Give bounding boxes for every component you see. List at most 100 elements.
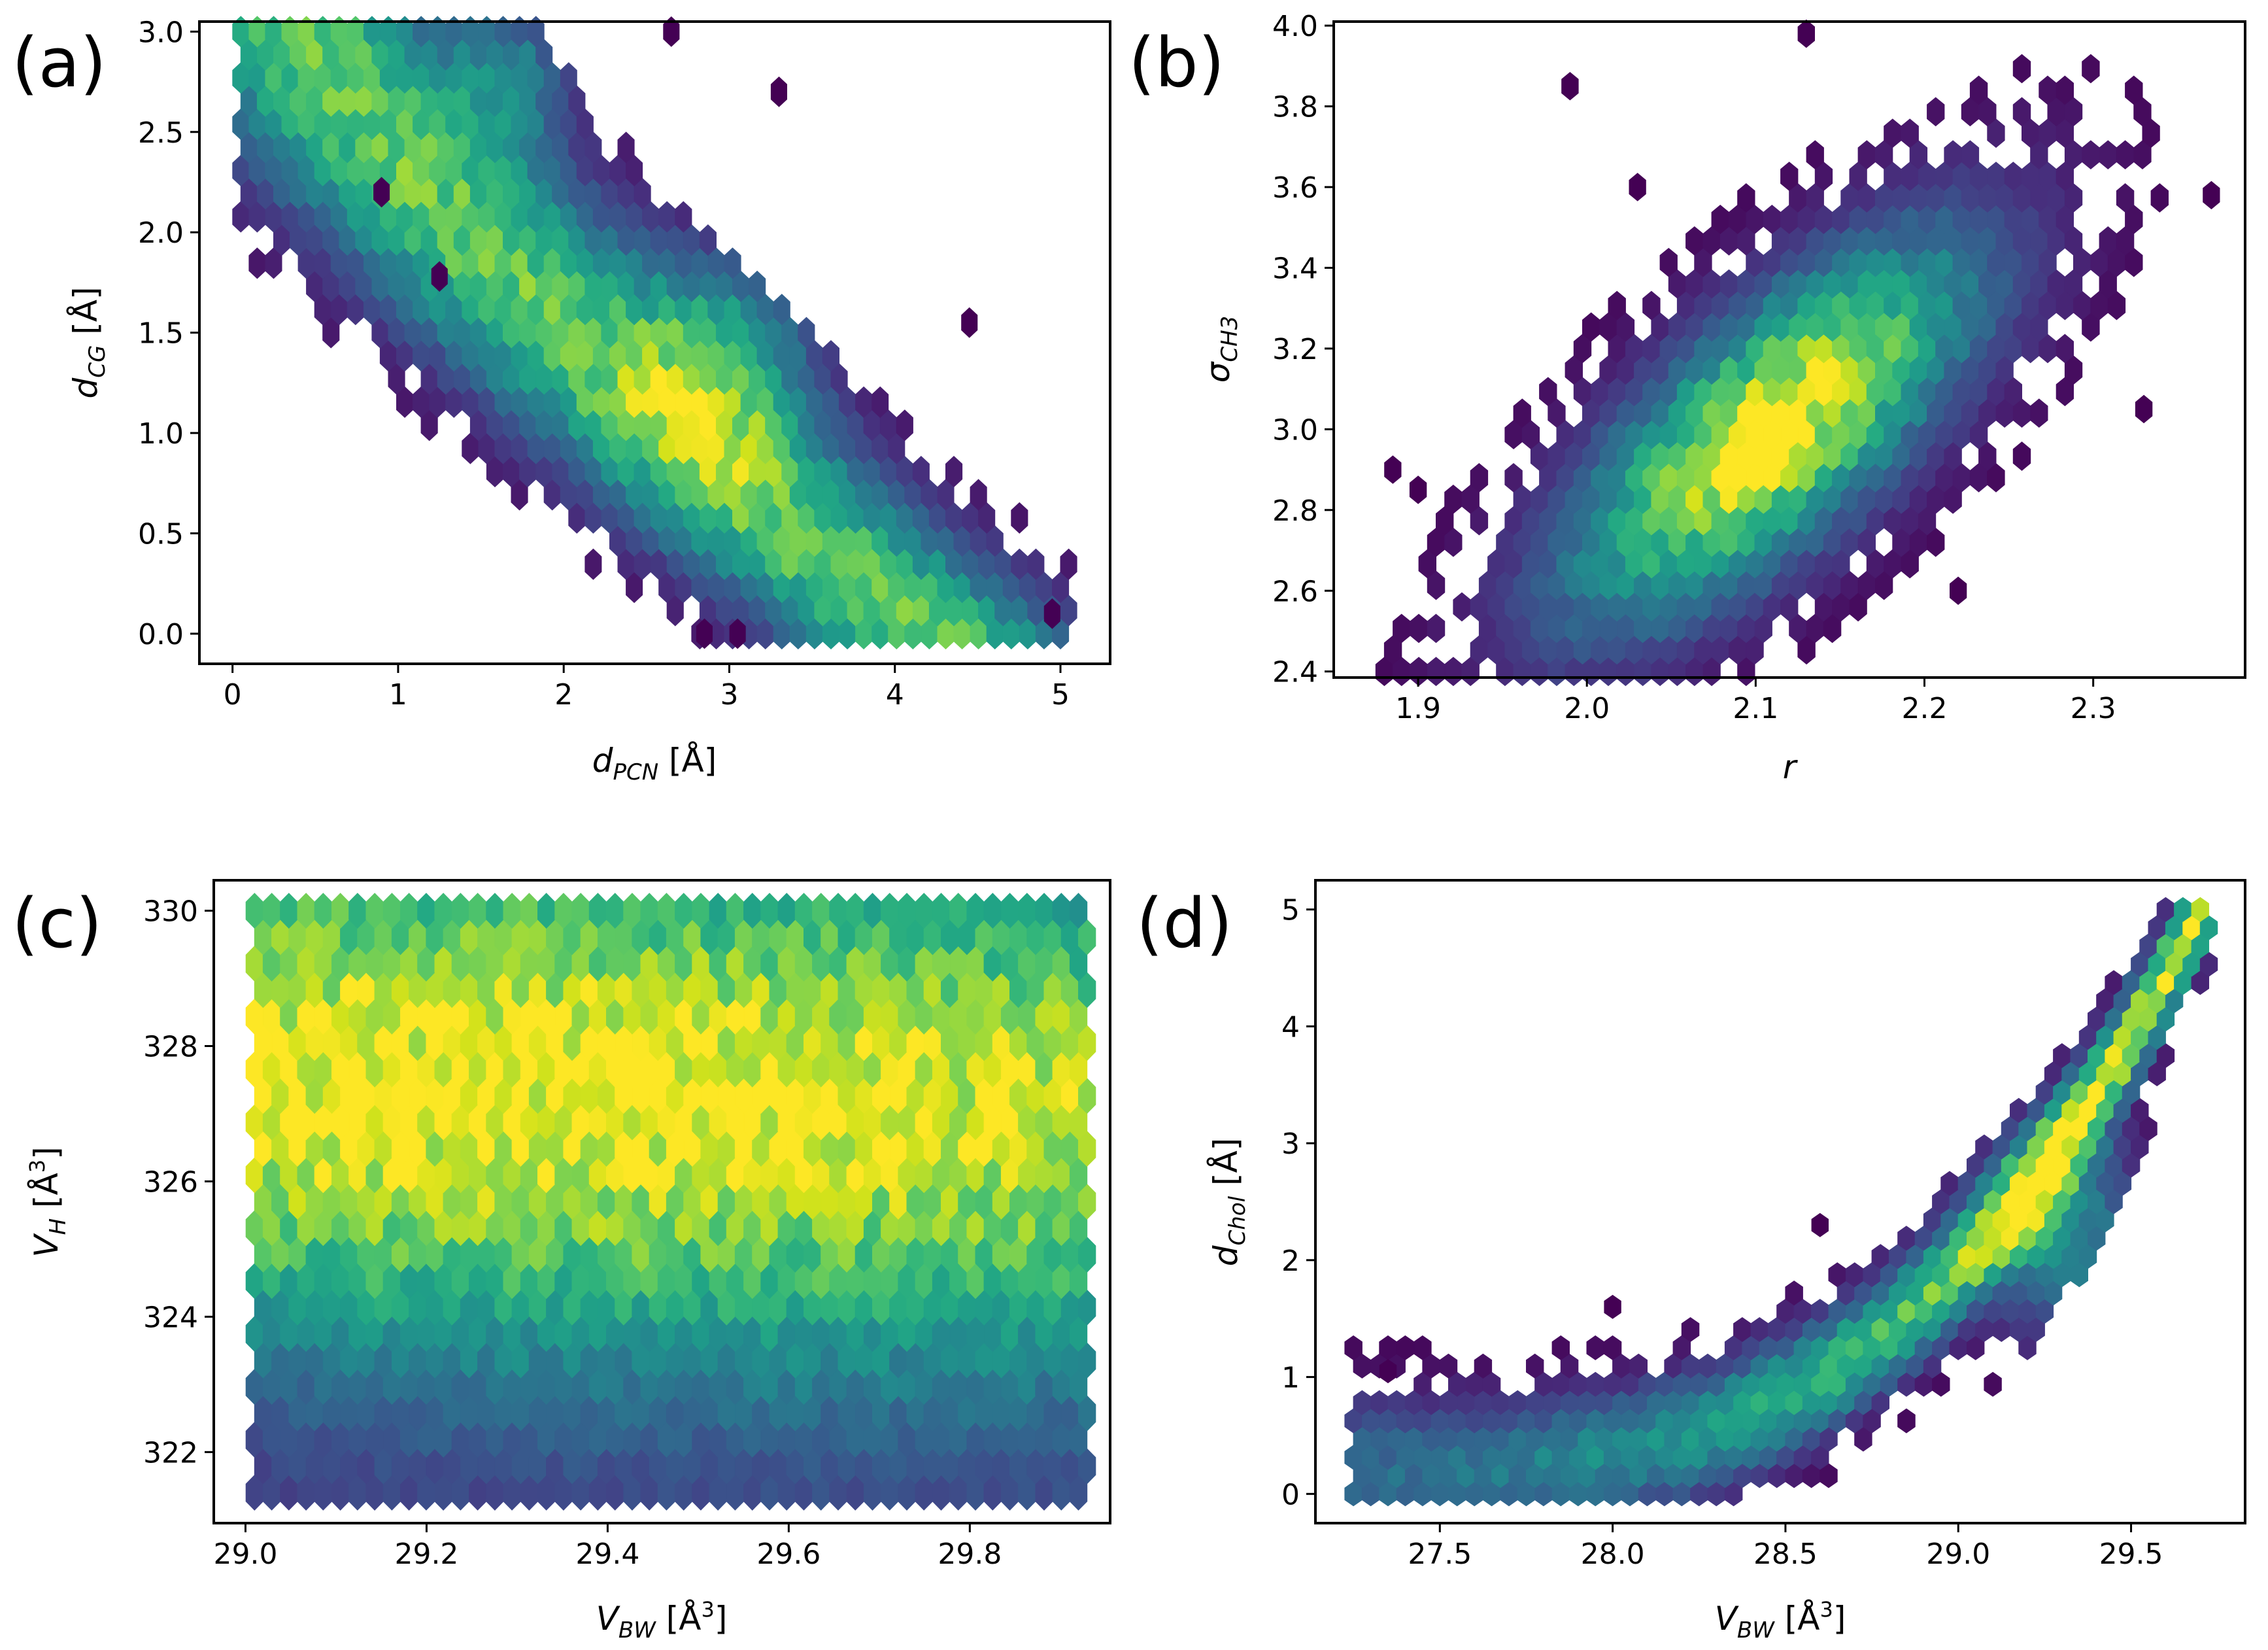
- hexbin-cell: [1780, 162, 1799, 191]
- hexbin-cell: [1961, 140, 1980, 170]
- hexbin-cell: [1642, 290, 1661, 320]
- hexbin-cell: [1901, 118, 1919, 148]
- panel-b-xlabel: r: [1783, 748, 1799, 786]
- y-tick-label: 3.0: [138, 16, 184, 49]
- hexbin-cell: [2116, 183, 2135, 213]
- x-tick-label: 2.0: [1564, 692, 1610, 725]
- hexbin-cell: [872, 386, 889, 418]
- hexbin-outlier: [1811, 1212, 1829, 1237]
- y-tick-label: 0.5: [138, 518, 184, 551]
- hexbin-cell: [560, 62, 577, 94]
- y-tick-label: 1: [1281, 1362, 1300, 1395]
- y-tick-label: 3.4: [1272, 252, 1318, 286]
- hexbin-outlier: [2203, 180, 2220, 210]
- hexbin-outlier: [1384, 455, 1402, 484]
- x-tick-label: 28.5: [1753, 1538, 1818, 1571]
- hexbin-cell: [1069, 893, 1088, 929]
- panel-b-ylabel: σCH3: [1199, 316, 1243, 383]
- panel-c-hexbins: [245, 893, 1096, 1511]
- x-tick-label: 2.3: [2071, 692, 2116, 725]
- hexbin-cell: [1413, 1335, 1432, 1360]
- panel-a-xlabel: dPCN [Å]: [592, 742, 717, 785]
- panel-d-ticks: 27.5 28.0 28.5 29.0 29.5 0 1 2 3 4 5: [1281, 894, 2163, 1571]
- panel-a-label: (a): [12, 23, 107, 103]
- hexbin-outlier: [696, 618, 713, 649]
- x-tick-label: 29.0: [213, 1538, 277, 1571]
- hexbin-cell: [1504, 463, 1523, 492]
- panel-b-ticks: 1.9 2.0 2.1 2.2 2.3 2.4 2.6 2.8 3.0 3.2 3.4 3.6 3.8 4…: [1272, 10, 2116, 725]
- y-tick-label: 1.0: [138, 417, 184, 451]
- hexbin-cell: [584, 548, 602, 580]
- hexbin-outlier: [1379, 1359, 1397, 1384]
- x-tick-label: 1.9: [1395, 692, 1441, 725]
- panel-a-ylabel: dCG [Å]: [67, 287, 110, 399]
- hexbin-outlier: [770, 77, 787, 107]
- hexbin-cell: [970, 479, 987, 511]
- hexbin-cell: [1603, 1335, 1622, 1360]
- hexbin-cell: [2116, 140, 2135, 170]
- y-tick-label: 3.0: [1272, 413, 1318, 447]
- hexbin-outlier: [729, 618, 746, 649]
- hexbin-outlier: [1409, 475, 1427, 504]
- y-tick-label: 0: [1281, 1478, 1300, 1511]
- hexbin-cell: [1927, 97, 1945, 127]
- hexbin-cell: [1737, 183, 1755, 213]
- y-tick-label: 5: [1281, 894, 1300, 927]
- panel-c-ticks: 29.0 29.2 29.4 29.6 29.8 322 324 326 328 330: [143, 895, 1002, 1571]
- hexbin-outlier: [373, 177, 390, 208]
- x-tick-label: 27.5: [1408, 1538, 1472, 1571]
- hexbin-cell: [749, 270, 766, 302]
- hexbin-cell: [527, 16, 545, 48]
- y-tick-label: 2.6: [1272, 575, 1318, 608]
- hexbin-cell: [2099, 140, 2117, 170]
- panel-b-frame: [1332, 20, 2246, 679]
- x-tick-label: 29.2: [394, 1538, 458, 1571]
- hexbin-cell: [1011, 502, 1028, 534]
- hexbin-cell: [724, 247, 741, 279]
- panel-c: (c) 29.0 29.2 29.4 29.6 29.8322324326328330 …: [12, 879, 1111, 1643]
- hexbin-cell: [1586, 1335, 1604, 1360]
- hexbin-cell: [1427, 657, 1446, 687]
- y-tick-label: 324: [143, 1301, 198, 1334]
- y-tick-label: 2.0: [138, 216, 184, 250]
- y-tick-label: 2.5: [138, 116, 184, 150]
- hexbin-outlier: [1950, 576, 1967, 605]
- x-tick-label: 3: [720, 678, 738, 712]
- y-tick-label: 3.6: [1272, 171, 1318, 205]
- hexbin-cell: [1474, 1353, 1493, 1379]
- panel-a-hexbins: [232, 16, 1077, 649]
- hexbin-cell: [248, 247, 266, 279]
- y-tick-label: 328: [143, 1031, 198, 1064]
- x-tick-label: 29.4: [575, 1538, 639, 1571]
- y-tick-label: 4: [1281, 1010, 1300, 1044]
- x-tick-label: 5: [1051, 678, 1070, 712]
- hexbin-cell: [1984, 1371, 2002, 1397]
- hexbin-cell: [1444, 657, 1463, 687]
- x-tick-label: 2: [554, 678, 573, 712]
- y-tick-label: 4.0: [1272, 10, 1318, 43]
- hexbin-outlier: [1043, 598, 1060, 629]
- panel-d-frame: [1314, 879, 2246, 1524]
- x-tick-label: 29.0: [1926, 1538, 1990, 1571]
- hexbin-cell: [798, 317, 815, 349]
- x-tick-label: 28.0: [1581, 1538, 1645, 1571]
- hexbin-cell: [1897, 1408, 1916, 1434]
- y-tick-label: 2.4: [1272, 656, 1318, 689]
- hexbin-cell: [1439, 1353, 1458, 1379]
- hexbin-cell: [2012, 97, 2031, 127]
- y-tick-label: 2.8: [1272, 494, 1318, 528]
- y-tick-label: 3.8: [1272, 91, 1318, 124]
- hexbin-cell: [617, 131, 635, 163]
- hexbin-cell: [2012, 441, 2031, 471]
- x-tick-label: 29.5: [2099, 1538, 2163, 1571]
- panel-c-label: (c): [12, 884, 102, 963]
- hexbin-outlier: [1604, 1294, 1621, 1319]
- hexbin-cell: [1551, 1335, 1570, 1360]
- x-tick-label: 29.8: [938, 1538, 1002, 1571]
- hexbin-cell: [675, 201, 692, 233]
- hexbin-cell: [1526, 1353, 1544, 1379]
- hexbin-cell: [1539, 377, 1557, 407]
- hexbin-cell: [1681, 1316, 1700, 1343]
